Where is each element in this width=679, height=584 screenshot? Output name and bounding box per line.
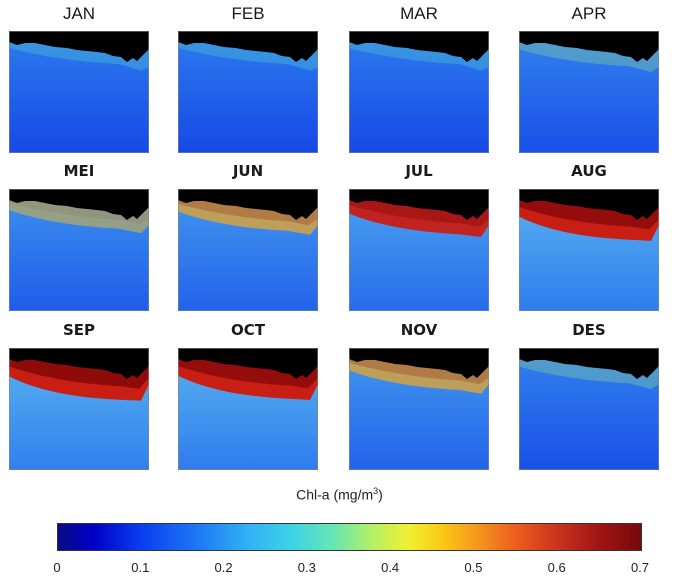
map-frame (9, 31, 149, 153)
colorbar-tick-label: 0.3 (297, 560, 316, 575)
month-label-mei: MEI (63, 162, 95, 180)
island (286, 200, 314, 207)
land-mass (178, 189, 318, 220)
chl-map-feb (178, 31, 318, 153)
map-frame (9, 189, 149, 311)
colorbar (57, 523, 642, 551)
month-label-feb: FEB (231, 4, 265, 23)
chl-map-nov (349, 348, 489, 470)
chl-map-jan (9, 31, 149, 153)
month-label-jun: JUN (232, 162, 264, 180)
land-mass (178, 31, 318, 62)
chl-map-aug (519, 189, 659, 311)
island (286, 359, 314, 366)
chl-map-des (519, 348, 659, 470)
chl-map-mei (9, 189, 149, 311)
land-mass (349, 348, 489, 379)
land-mass (9, 189, 149, 220)
map-frame (9, 348, 149, 470)
chl-map-mar (349, 31, 489, 153)
map-frame (519, 189, 659, 311)
colorbar-tick-label: 0.6 (547, 560, 566, 575)
island (286, 42, 314, 49)
month-label-jan: JAN (62, 4, 96, 23)
month-label-mar: MAR (400, 4, 438, 23)
island (117, 359, 145, 366)
month-label-nov: NOV (400, 321, 438, 339)
map-frame (349, 189, 489, 311)
month-label-des: DES (572, 321, 606, 339)
island (117, 42, 145, 49)
colorbar-tick-label: 0.5 (464, 560, 483, 575)
island (627, 42, 655, 49)
map-frame (178, 348, 318, 470)
month-label-oct: OCT (231, 321, 265, 339)
chl-map-jul (349, 189, 489, 311)
colorbar-tick-label: 0.2 (214, 560, 233, 575)
land-mass (349, 31, 489, 62)
map-frame (178, 31, 318, 153)
chl-map-oct (178, 348, 318, 470)
land-mass (349, 189, 489, 220)
chl-map-jun (178, 189, 318, 311)
colorbar-tick-label: 0.7 (630, 560, 650, 575)
map-frame (178, 189, 318, 311)
island (627, 200, 655, 207)
map-frame (519, 348, 659, 470)
colorbar-tick-label: 0.1 (131, 560, 150, 575)
chl-map-apr (519, 31, 659, 153)
island (457, 42, 485, 49)
land-mass (519, 348, 659, 379)
chl-map-sep (9, 348, 149, 470)
month-label-jul: JUL (405, 162, 433, 180)
island (627, 359, 655, 366)
month-label-apr: APR (571, 4, 607, 23)
map-frame (349, 348, 489, 470)
colorbar-tick-label: 0.4 (381, 560, 400, 575)
colorbar-tick-label: 0 (53, 560, 61, 575)
month-label-aug: AUG (571, 162, 607, 180)
land-mass (519, 189, 659, 220)
month-label-sep: SEP (62, 321, 96, 339)
island (457, 359, 485, 366)
colorbar-title: Chl-a (mg/m3) (296, 486, 383, 503)
island (457, 200, 485, 207)
map-frame (349, 31, 489, 153)
map-frame (519, 31, 659, 153)
land-mass (519, 31, 659, 62)
island (117, 200, 145, 207)
land-mass (9, 31, 149, 62)
land-mass (178, 348, 318, 379)
land-mass (9, 348, 149, 379)
